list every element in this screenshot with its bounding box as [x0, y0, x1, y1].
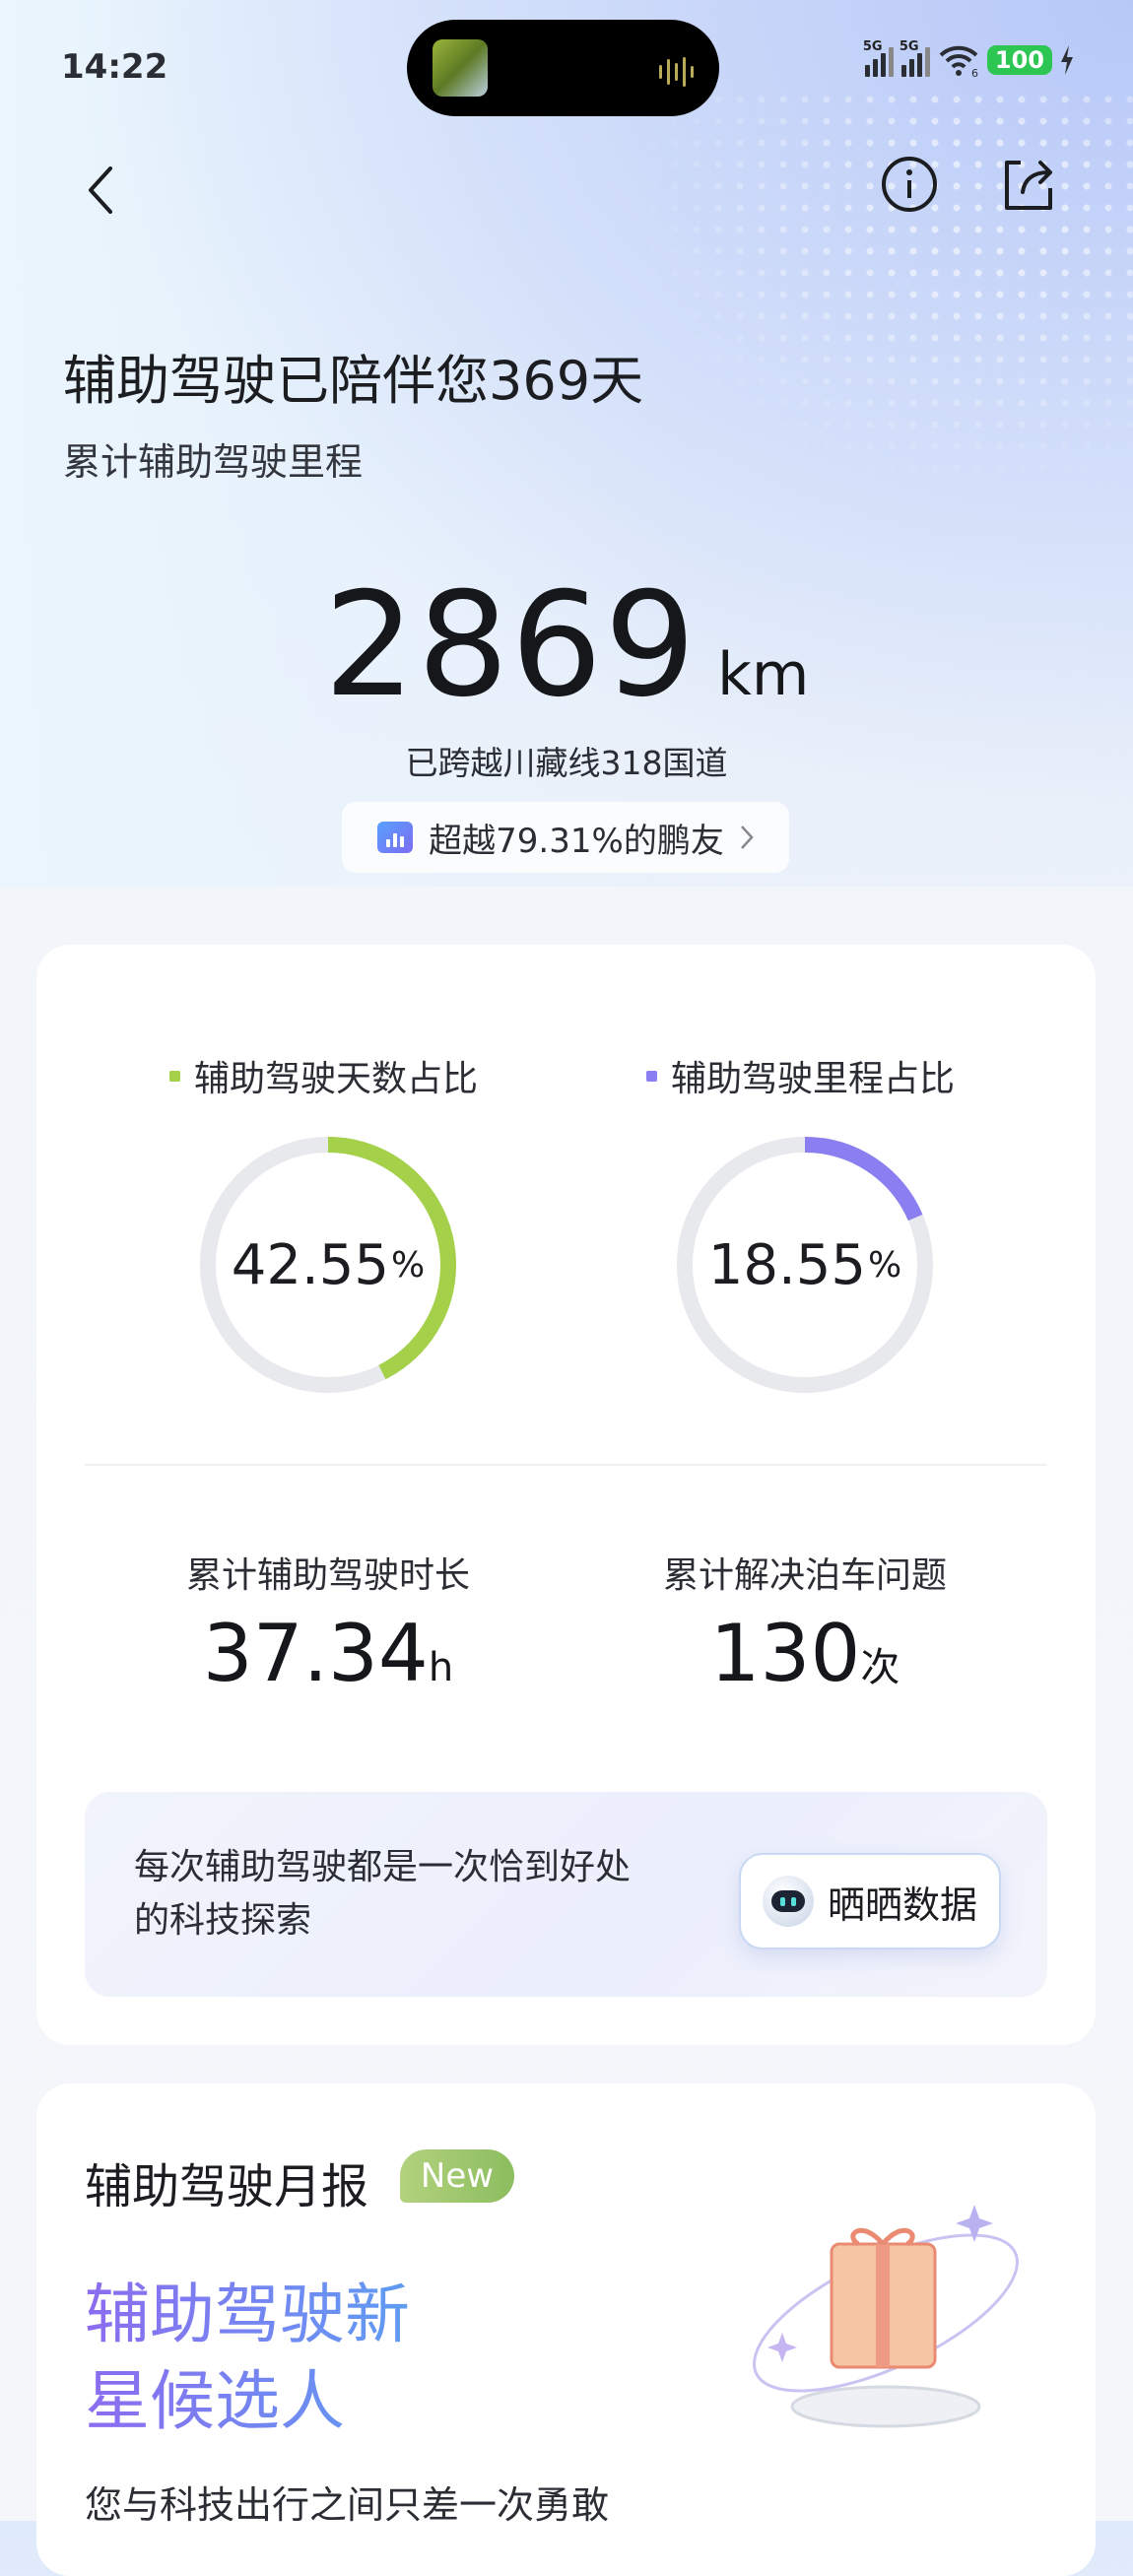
monthly-headline: 辅助驾驶新 星候选人	[85, 2272, 410, 2445]
distance-unit: km	[717, 640, 810, 709]
dot-pattern	[621, 89, 1133, 502]
media-thumbnail	[433, 39, 488, 97]
legend-dot	[169, 1070, 180, 1082]
share-data-label: 晒晒数据	[827, 1882, 977, 1927]
headline-line: 星候选人	[85, 2358, 410, 2445]
wifi-subscript: 6	[971, 67, 978, 77]
subtitle: 累计辅助驾驶里程	[63, 440, 364, 484]
wifi-icon: 6	[939, 45, 978, 77]
legend-dot	[646, 1070, 657, 1082]
rank-text: 超越79.31%的鹏友	[429, 821, 724, 861]
robot-icon	[762, 1876, 814, 1927]
signal-icon: 5G	[900, 39, 930, 77]
stat-label: 累计解决泊车问题	[662, 1555, 947, 1596]
legend-label: 辅助驾驶里程占比	[671, 1059, 956, 1099]
share-banner: 每次辅助驾驶都是一次恰到好处的科技探索 晒晒数据	[85, 1792, 1047, 1997]
page-title: 辅助驾驶已陪伴您369天	[63, 350, 644, 412]
gift-illustration	[753, 2205, 1019, 2428]
stat-parking: 累计解决泊车问题 130次	[568, 1547, 1041, 1699]
legend-mileage: 辅助驾驶里程占比	[646, 1050, 955, 1101]
distance-value: 2869	[323, 561, 699, 729]
network-type: 5G	[899, 39, 919, 54]
ratio-unit: %	[868, 1244, 902, 1286]
banner-text: 每次辅助驾驶都是一次恰到好处的科技探索	[134, 1847, 632, 1941]
ratio-unit: %	[391, 1244, 426, 1286]
stat-value: 37.34	[202, 1608, 429, 1699]
stat-value: 130	[709, 1608, 861, 1699]
battery-icon: 100	[986, 45, 1052, 75]
headline-line: 辅助驾驶新	[85, 2272, 410, 2358]
share-button[interactable]	[999, 155, 1058, 214]
audio-wave-icon	[659, 57, 694, 87]
stat-unit: 次	[860, 1645, 900, 1690]
share-data-button[interactable]: 晒晒数据	[739, 1853, 1001, 1949]
total-distance: 2869 km	[0, 561, 1133, 729]
status-time: 14:22	[61, 47, 168, 87]
legend-label: 辅助驾驶天数占比	[194, 1059, 479, 1099]
network-type: 5G	[862, 39, 883, 54]
rank-pill[interactable]: 超越79.31%的鹏友	[342, 802, 789, 873]
dynamic-island[interactable]	[407, 20, 719, 116]
divider	[85, 1464, 1047, 1466]
route-milestone: 已跨越川藏线318国道	[405, 744, 728, 782]
back-button[interactable]	[77, 163, 126, 218]
signal-icon: 5G	[863, 39, 894, 77]
monthly-report-title: 辅助驾驶月报	[85, 2159, 369, 2214]
stat-unit: h	[428, 1645, 454, 1690]
info-button[interactable]	[880, 155, 939, 214]
monthly-teaser: 您与科技出行之间只差一次勇敢	[85, 2483, 610, 2527]
bar-chart-icon	[377, 822, 414, 853]
ring-arc	[200, 1137, 456, 1393]
stat-label: 累计辅助驾驶时长	[185, 1555, 470, 1596]
ratio-value: 18.55	[707, 1232, 867, 1297]
days-ratio-ring: 42.55%	[196, 1133, 460, 1397]
legend-days: 辅助驾驶天数占比	[169, 1050, 478, 1101]
charging-icon	[1061, 45, 1073, 75]
mileage-ratio-ring: 18.55%	[673, 1133, 937, 1397]
ring-arc	[677, 1137, 933, 1393]
ratio-value: 42.55	[231, 1232, 390, 1297]
status-icons: 5G 5G 6 100	[863, 39, 1074, 77]
new-badge: New	[400, 2149, 514, 2203]
chevron-right-icon	[740, 826, 754, 849]
stat-duration: 累计辅助驾驶时长 37.34h	[92, 1547, 565, 1699]
